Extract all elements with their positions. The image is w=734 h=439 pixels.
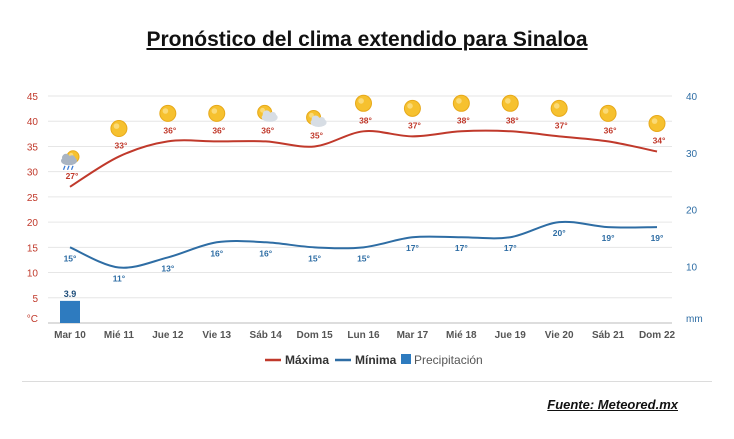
min-temp-label: 16° [210,248,223,258]
svg-text:Máxima: Máxima [285,353,329,367]
left-axis-tick: 5 [32,294,38,305]
weather-chart: 45 40 35 30 25 20 15 10 5 °C 40 30 20 10 mm Mar 10 Mié 1… [27,92,703,367]
x-axis-tick: Sáb 14 [250,330,283,341]
sun-icon [159,104,177,122]
left-axis-tick: 40 [27,117,39,128]
sun-icon [550,99,568,117]
min-temp-label: 19° [651,233,664,243]
x-axis-tick: Dom 22 [639,330,676,341]
legend-min: Mínima [335,353,397,367]
min-temp-label: 13° [161,263,174,273]
partly-cloudy-icon [257,104,278,122]
max-temp-label: 37° [555,120,568,130]
min-temp-label: 16° [259,248,272,258]
min-temp-label: 15° [357,253,370,263]
x-axis-tick: Vie 13 [202,330,231,341]
left-axis-tick: 10 [27,269,39,280]
sun-icon [452,94,470,112]
right-axis-tick: 30 [686,149,698,160]
max-temp-label: 35° [310,130,323,140]
x-axis-tick: Mar 10 [54,330,86,341]
min-temp-label: 20° [553,228,566,238]
legend: Máxima Mínima Precipitación [265,353,483,367]
sun-icon [403,99,421,117]
svg-text:Mínima: Mínima [355,353,397,367]
min-temp-line [69,220,658,269]
max-temp-label: 38° [506,115,519,125]
sun-icon [355,94,372,112]
left-axis-unit: °C [27,314,38,325]
max-temp-label: 36° [604,125,617,135]
max-temp-line [69,129,658,188]
min-temp-label: 15° [64,253,77,263]
max-temp-label: 36° [163,125,176,135]
max-temp-label: 34° [653,135,666,145]
min-temp-label: 15° [308,253,321,263]
min-temp-label: 17° [504,243,517,253]
left-axis-tick: 25 [27,193,39,204]
right-axis-unit: mm [686,314,703,325]
sun-icon [110,120,128,138]
sun-icon [208,104,226,122]
right-axis-tick: 10 [686,262,698,273]
sun-icon [648,114,666,132]
left-axis-tick: 30 [27,168,39,179]
x-axis-tick: Mié 18 [446,330,477,341]
legend-precip: Precipitación [401,353,483,367]
left-axis-tick: 15 [27,243,39,254]
max-temp-label: 36° [261,125,274,135]
x-axis-tick: Mar 17 [397,330,429,341]
svg-text:Precipitación: Precipitación [414,353,483,367]
source-credit[interactable]: Fuente: Meteored.mx [547,397,678,412]
max-temp-label: 36° [212,125,225,135]
x-axis-tick: Mié 11 [104,330,134,341]
max-temp-label: 37° [408,120,421,130]
x-axis-tick: Sáb 21 [592,330,625,341]
left-axis-tick: 35 [27,142,39,153]
x-axis-tick: Vie 20 [545,330,574,341]
x-axis-tick: Jue 12 [152,330,184,341]
page-title: Pronóstico del clima extendido para Sina… [146,28,588,51]
left-axis-tick: 20 [27,218,39,229]
precip-bar [60,300,80,323]
min-temp-label: 17° [455,243,468,253]
min-temp-label: 19° [602,233,615,243]
precip-label: 3.9 [64,289,77,299]
max-temp-label: 38° [457,115,470,125]
divider [22,381,712,382]
rain-sun-icon [61,150,80,171]
max-temp-label: 38° [359,115,372,125]
min-temp-label: 11° [113,274,126,284]
x-axis-tick: Jue 19 [495,330,527,341]
right-axis-tick: 40 [686,92,698,103]
min-temp-label: 17° [406,243,419,253]
max-temp-label: 33° [114,141,127,151]
left-axis-tick: 45 [27,92,39,103]
x-axis-tick: Dom 15 [297,330,334,341]
sun-icon [501,94,519,112]
right-axis-tick: 20 [686,206,698,217]
partly-cloudy-icon [306,109,327,127]
max-temp-label: 27° [66,171,79,181]
legend-max: Máxima [265,353,329,367]
x-axis-tick: Lun 16 [347,330,380,341]
sun-icon [599,104,617,122]
